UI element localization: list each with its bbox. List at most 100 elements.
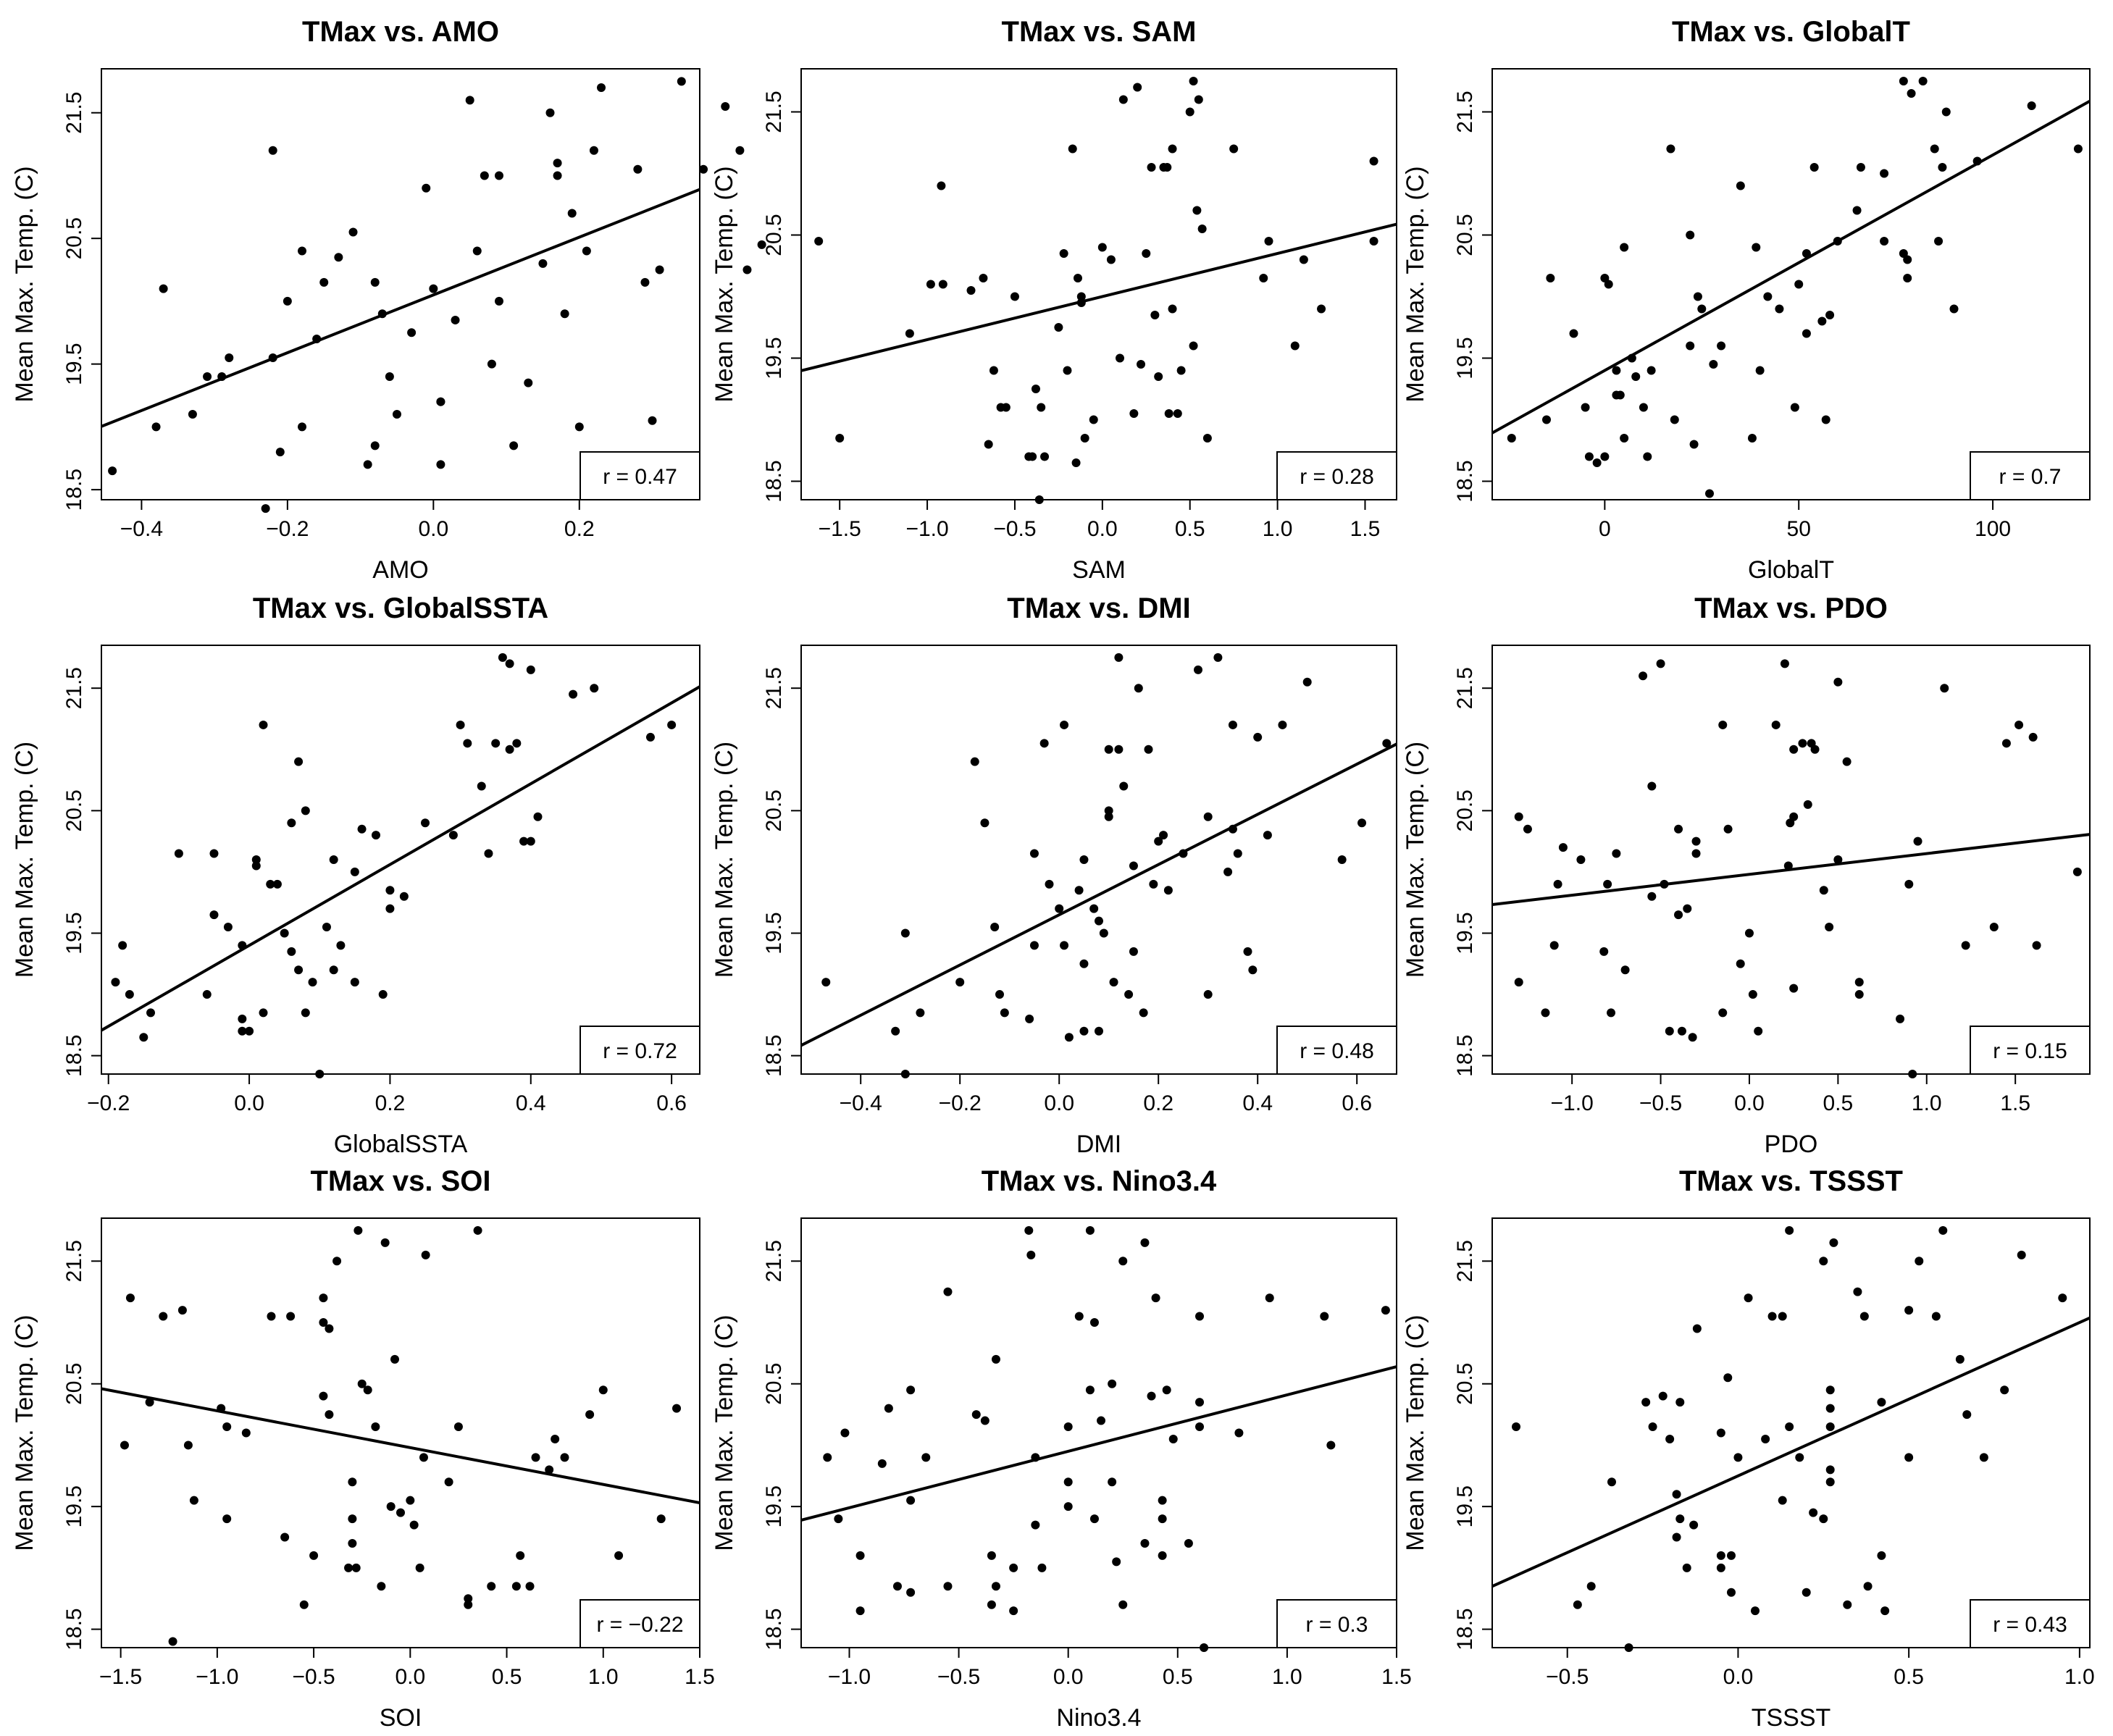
correlation-label: r = 0.47	[603, 465, 677, 489]
data-point	[1631, 372, 1641, 381]
data-point	[1074, 1312, 1084, 1321]
data-point	[399, 892, 409, 901]
data-point	[1833, 237, 1842, 246]
data-point	[1674, 824, 1683, 834]
data-point	[1203, 990, 1213, 999]
data-point	[421, 818, 430, 828]
data-point	[1584, 452, 1594, 461]
data-point	[1278, 720, 1287, 729]
data-point	[814, 237, 824, 246]
data-point	[245, 1026, 254, 1036]
data-point	[1192, 206, 1202, 215]
data-point	[1903, 274, 1912, 282]
data-point	[1752, 243, 1761, 252]
data-point	[1040, 452, 1050, 461]
y-tick-label: 21.5	[762, 667, 786, 709]
y-tick-label: 20.5	[1453, 214, 1477, 256]
data-point	[1789, 812, 1799, 821]
data-point	[329, 965, 338, 975]
y-tick-label: 20.5	[62, 789, 86, 831]
correlation-box	[1970, 1026, 2091, 1075]
data-point	[350, 867, 359, 876]
data-point	[1833, 677, 1843, 687]
data-point	[505, 659, 514, 668]
data-point	[1904, 1306, 1914, 1315]
data-point	[487, 359, 496, 369]
data-point	[1060, 941, 1069, 950]
data-point	[108, 466, 117, 476]
data-point	[357, 1379, 367, 1388]
data-point	[991, 1354, 1000, 1364]
data-point	[1908, 1070, 1917, 1078]
data-point	[1751, 1606, 1760, 1616]
x-tick-label: 0.0	[395, 1665, 425, 1689]
data-point	[987, 1551, 996, 1560]
plot-frame	[1491, 68, 2091, 500]
data-point	[757, 240, 766, 249]
x-axis-label: PDO	[1765, 1131, 1818, 1158]
data-point	[1665, 1434, 1675, 1443]
data-point	[574, 422, 584, 432]
x-tick-label: −0.5	[937, 1665, 980, 1689]
y-axis-label: Mean Max. Temp. (C)	[1402, 742, 1429, 978]
y-tick-label: 21.5	[762, 1240, 786, 1282]
x-tick-label: 0.0	[1087, 517, 1118, 541]
data-point	[1189, 341, 1198, 351]
plot-frame	[101, 68, 700, 500]
data-point	[906, 1588, 916, 1597]
plot-frame	[101, 1217, 700, 1648]
data-point	[597, 83, 606, 93]
x-axis-label: GlobalT	[1748, 556, 1834, 584]
data-point	[294, 965, 304, 975]
y-tick-label: 18.5	[62, 1034, 86, 1076]
data-point	[1573, 1600, 1582, 1609]
x-tick-label: −0.5	[292, 1665, 335, 1689]
data-point	[1771, 720, 1781, 729]
correlation-box	[579, 1026, 700, 1075]
data-point	[319, 1391, 328, 1401]
data-point	[905, 329, 914, 338]
data-point	[280, 1532, 290, 1542]
data-point	[1794, 280, 1804, 289]
data-point	[1648, 1422, 1657, 1432]
data-point	[533, 812, 543, 821]
y-tick-label: 19.5	[62, 1485, 86, 1527]
data-point	[1382, 739, 1392, 748]
data-point	[1200, 1643, 1209, 1652]
data-point	[1686, 230, 1695, 240]
data-point	[202, 990, 212, 999]
data-point	[1686, 341, 1695, 351]
data-point	[2072, 867, 2082, 876]
data-point	[1233, 849, 1242, 858]
data-point	[118, 941, 127, 950]
data-point	[1290, 341, 1300, 351]
data-point	[332, 1257, 342, 1266]
data-point	[385, 372, 394, 381]
data-point	[1523, 824, 1532, 834]
data-point	[677, 77, 686, 86]
data-point	[1195, 1422, 1205, 1432]
data-point	[238, 1026, 247, 1036]
data-point	[336, 941, 346, 950]
data-point	[1955, 1354, 1965, 1364]
data-point	[272, 879, 282, 889]
y-tick-label: 19.5	[1453, 1485, 1477, 1527]
x-tick-label: 1.5	[1381, 1665, 1412, 1689]
data-point	[991, 1582, 1000, 1591]
data-point	[1825, 1385, 1835, 1395]
data-point	[1747, 434, 1757, 443]
data-point	[1778, 1496, 1787, 1505]
data-point	[251, 855, 261, 864]
x-tick-label: 0.0	[1053, 1665, 1084, 1689]
data-point	[125, 1293, 135, 1303]
data-point	[1647, 892, 1657, 901]
data-point	[1085, 1385, 1095, 1395]
data-point	[1962, 1410, 1972, 1420]
data-point	[553, 171, 562, 180]
data-point	[1133, 83, 1142, 92]
data-point	[1576, 855, 1586, 864]
data-point	[900, 928, 910, 938]
data-point	[1689, 1520, 1699, 1530]
plot-frame	[800, 1217, 1397, 1648]
data-point	[259, 1008, 268, 1018]
